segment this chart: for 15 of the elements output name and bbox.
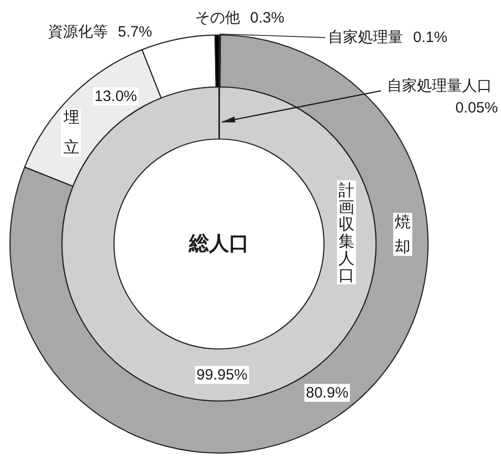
data-label: 0.3% [250, 10, 284, 27]
slice-label: 資源化等 [48, 24, 108, 41]
data-label: 13.0% [94, 88, 138, 106]
slice-label: 計画収集人口 [338, 180, 355, 284]
slice-label: 自家処理量人口 [386, 77, 492, 94]
data-label: 5.7% [118, 24, 152, 41]
slice-label: 自家処理量 [328, 29, 404, 46]
data-label: 0.1% [413, 29, 448, 46]
data-label: 99.95% [196, 366, 248, 384]
data-label: 80.9% [306, 384, 348, 402]
text: 総人口 [188, 233, 249, 255]
slice-label: 埋立 [62, 109, 80, 156]
slice-label: その他 [195, 10, 240, 27]
data-label: 0.05% [455, 99, 498, 116]
slice-label: 焼却 [394, 213, 411, 256]
